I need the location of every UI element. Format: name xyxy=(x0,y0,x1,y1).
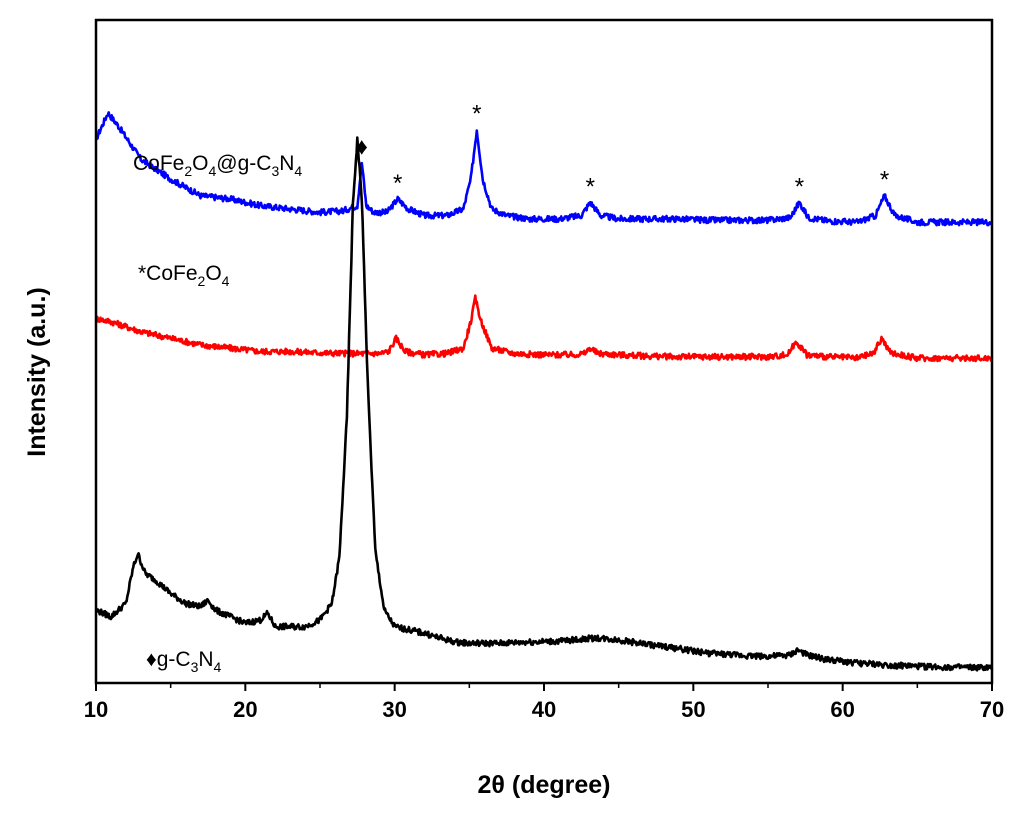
series-label-g-c3n4: ♦g-C3N4 xyxy=(146,648,222,675)
x-tick-label: 60 xyxy=(830,697,854,722)
cofe2o4-peak-marker: * xyxy=(880,167,889,194)
series-line-g-c3n4 xyxy=(94,136,994,672)
x-tick-label: 30 xyxy=(382,697,406,722)
cofe2o4-peak-marker: * xyxy=(586,173,595,200)
x-tick-label: 10 xyxy=(84,697,108,722)
x-axis-title: 2θ (degree) xyxy=(478,771,611,799)
series-line-cofe2o4 xyxy=(94,294,994,363)
peak-markers: ♦ * * * * * xyxy=(356,100,889,200)
cofe2o4-peak-marker: * xyxy=(795,173,804,200)
x-tick-label: 70 xyxy=(980,697,1004,722)
series-line-cofe2o4-g-c3n4 xyxy=(94,111,993,227)
x-tick-label: 40 xyxy=(532,697,556,722)
series-layer xyxy=(94,111,994,672)
series-label-cofe2o4: *CoFe2O4 xyxy=(138,262,230,289)
g-c3n4-peak-marker: ♦ xyxy=(356,134,368,161)
x-tick-label: 50 xyxy=(681,697,705,722)
series-labels: CoFe2O4@g-C3N4 *CoFe2O4 ♦g-C3N4 xyxy=(133,152,302,675)
y-axis-title: Intensity (a.u.) xyxy=(23,287,51,456)
x-tick-label: 20 xyxy=(233,697,257,722)
cofe2o4-peak-marker: * xyxy=(472,100,481,127)
x-axis-ticks: 10 20 30 40 50 60 70 xyxy=(84,683,1004,722)
series-label-cofe2o4-g-c3n4: CoFe2O4@g-C3N4 xyxy=(133,152,302,179)
cofe2o4-peak-marker: * xyxy=(393,170,402,197)
